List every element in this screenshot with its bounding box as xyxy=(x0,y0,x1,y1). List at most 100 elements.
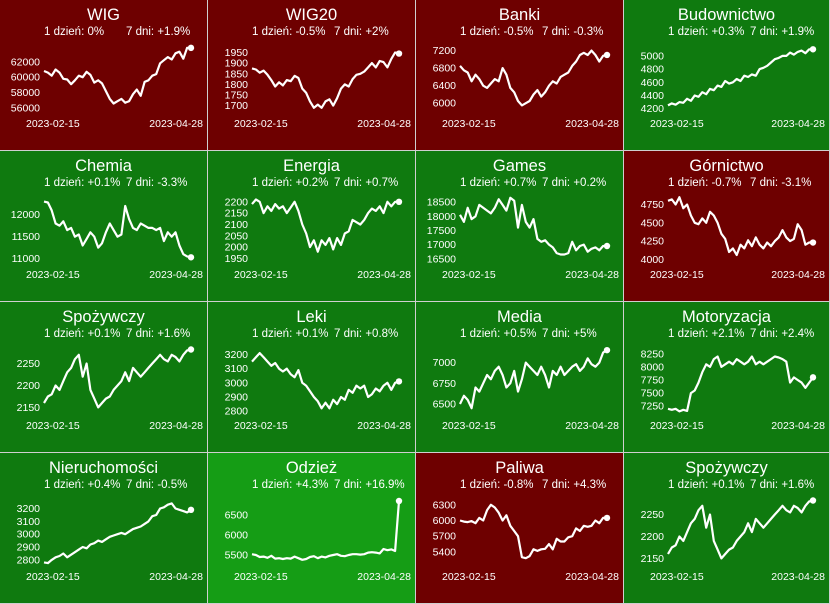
line-chart: 5400 5700 6000 6300 2023-02-15 2023-04-28 xyxy=(433,499,620,583)
day-change: 1 dzień: +0.2% xyxy=(252,177,329,189)
x-start-label: 2023-02-15 xyxy=(234,118,288,130)
y-tick-label: 1900 xyxy=(225,58,249,70)
last-value-point xyxy=(187,44,195,52)
week-change: 7 dni: +4.3% xyxy=(542,479,607,491)
y-tick-label: 12000 xyxy=(11,209,40,221)
y-tick-label: 58000 xyxy=(11,87,40,99)
panel-title: Games xyxy=(492,157,547,175)
line-chart: 4000 4250 4500 4750 2023-02-15 2023-04-28 xyxy=(641,196,825,281)
day-change: 1 dzień: 0% xyxy=(44,26,105,38)
series-line xyxy=(459,349,608,410)
last-value-point xyxy=(603,51,611,59)
y-tick-label: 6500 xyxy=(433,399,457,411)
x-end-label: 2023-04-28 xyxy=(149,420,203,432)
panel-title: Paliwa xyxy=(495,459,544,477)
panel-15: Paliwa 1 dzień: -0.8% 7 dni: +4.3% 5400 5700… xyxy=(416,453,623,603)
panel-title: Banki xyxy=(498,6,541,24)
y-tick-label: 7500 xyxy=(641,388,665,400)
y-tick-label: 4400 xyxy=(641,90,665,102)
panel-4: Budownictwo 1 dzień: +0.3% 7 dni: +1.9% 420… xyxy=(624,0,829,150)
panel-title: Spożywczy xyxy=(685,459,768,477)
y-tick-label: 4750 xyxy=(641,199,665,211)
x-end-label: 2023-04-28 xyxy=(357,571,411,583)
week-change: 7 dni: +2% xyxy=(334,26,389,38)
x-start-label: 2023-02-15 xyxy=(442,118,496,130)
last-value-point xyxy=(395,378,403,385)
panel-2: WIG20 1 dzień: -0.5% 7 dni: +2% 1700 1750 180… xyxy=(208,0,415,150)
day-change: 1 dzień: +0.5% xyxy=(460,328,537,340)
y-tick-label: 2800 xyxy=(225,406,249,418)
day-change: 1 dzień: +0.1% xyxy=(44,328,121,340)
panel-title: Chemia xyxy=(75,157,132,175)
day-change: 1 dzień: +0.1% xyxy=(252,328,329,340)
line-chart: 6000 6400 6800 7200 2023-02-15 2023-04-28 xyxy=(433,45,620,130)
y-tick-label: 4000 xyxy=(641,254,665,266)
last-value-point xyxy=(809,374,817,381)
y-tick-label: 17500 xyxy=(427,225,456,237)
y-tick-label: 6000 xyxy=(225,530,249,542)
y-tick-label: 3100 xyxy=(17,516,41,528)
x-start-label: 2023-02-15 xyxy=(26,118,80,130)
x-end-label: 2023-04-28 xyxy=(357,118,411,130)
panel-3: Banki 1 dzień: -0.5% 7 dni: -0.3% 6000 6400 6… xyxy=(416,0,623,150)
y-tick-label: 6750 xyxy=(433,378,457,390)
y-tick-label: 1950 xyxy=(225,253,249,265)
panel-title: WIG20 xyxy=(285,6,338,24)
y-tick-label: 3000 xyxy=(17,529,41,541)
y-tick-label: 16500 xyxy=(427,253,456,265)
day-change: 1 dzień: +0.4% xyxy=(44,479,121,491)
panel-title: Odzież xyxy=(285,459,338,477)
x-start-label: 2023-02-15 xyxy=(26,571,80,583)
x-end-label: 2023-04-28 xyxy=(771,269,825,281)
series-line xyxy=(251,500,401,561)
panel-title: Motoryzacja xyxy=(682,308,771,326)
y-tick-label: 2150 xyxy=(17,402,41,414)
week-change: 7 dni: +5% xyxy=(542,328,597,340)
day-change: 1 dzień: +0.7% xyxy=(460,177,537,189)
x-end-label: 2023-04-28 xyxy=(357,420,411,432)
y-tick-label: 2200 xyxy=(225,196,249,208)
series-line xyxy=(251,198,399,253)
x-end-label: 2023-04-28 xyxy=(565,420,619,432)
y-tick-label: 5700 xyxy=(433,531,457,543)
line-chart: 5500 6000 6500 2023-02-15 2023-04-28 xyxy=(225,497,411,583)
line-chart: 6500 6750 7000 2023-02-15 2023-04-28 xyxy=(433,346,619,432)
series-line xyxy=(43,502,192,565)
y-tick-label: 11500 xyxy=(12,231,41,243)
y-tick-label: 62000 xyxy=(11,56,40,68)
week-change: 7 dni: -3.1% xyxy=(750,177,812,189)
series-line xyxy=(667,355,814,413)
y-tick-label: 56000 xyxy=(11,103,40,115)
y-tick-label: 6300 xyxy=(433,499,457,511)
y-tick-label: 2000 xyxy=(225,242,249,254)
last-value-point xyxy=(809,46,817,53)
y-tick-label: 1950 xyxy=(225,47,249,59)
y-tick-label: 8250 xyxy=(641,348,665,360)
day-change: 1 dzień: -0.7% xyxy=(668,177,742,189)
y-tick-label: 5000 xyxy=(641,50,665,62)
y-tick-label: 60000 xyxy=(11,72,40,84)
x-start-label: 2023-02-15 xyxy=(26,269,80,281)
last-value-point xyxy=(809,239,817,246)
y-tick-label: 4250 xyxy=(641,236,665,248)
x-start-label: 2023-02-15 xyxy=(234,420,288,432)
x-start-label: 2023-02-15 xyxy=(650,269,704,281)
y-tick-label: 1850 xyxy=(225,68,249,80)
y-tick-label: 2250 xyxy=(17,358,41,370)
panel-10: Leki 1 dzień: +0.1% 7 dni: +0.8% 2800 2900 30… xyxy=(208,302,415,452)
week-change: 7 dni: +0.7% xyxy=(334,177,399,189)
x-start-label: 2023-02-15 xyxy=(442,420,496,432)
last-value-point xyxy=(187,346,195,353)
panel-12: Motoryzacja 1 dzień: +2.1% 7 dni: +2.4% 725… xyxy=(624,302,829,452)
panel-14: Odzież 1 dzień: +4.3% 7 dni: +16.9% 5500 600… xyxy=(208,453,415,603)
y-tick-label: 18000 xyxy=(427,211,456,223)
day-change: 1 dzień: +0.1% xyxy=(44,177,121,189)
y-tick-label: 11000 xyxy=(12,253,41,265)
y-tick-label: 4600 xyxy=(641,77,665,89)
week-change: 7 dni: +1.6% xyxy=(126,328,191,340)
series-line xyxy=(459,503,607,560)
panel-13: Nieruchomości 1 dzień: +0.4% 7 dni: -0.5% 2… xyxy=(0,453,207,603)
x-start-label: 2023-02-15 xyxy=(234,269,288,281)
